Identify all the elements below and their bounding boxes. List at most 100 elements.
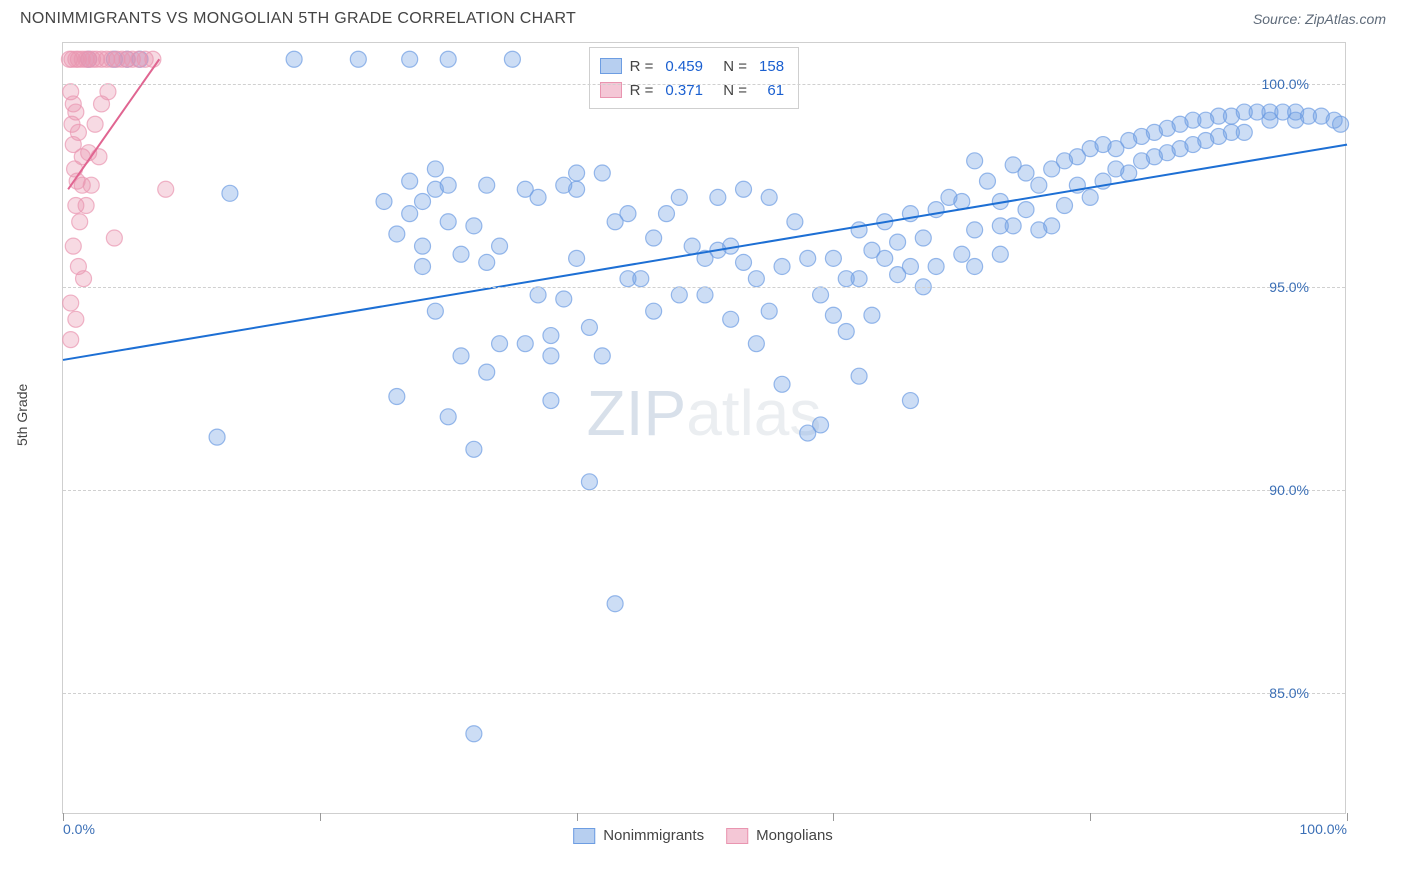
data-point [76,271,92,287]
data-point [209,429,225,445]
data-point [453,348,469,364]
data-point [851,222,867,238]
x-tick [833,813,834,821]
data-point [440,177,456,193]
y-tick-label: 85.0% [1269,685,1309,701]
data-point [100,84,116,100]
data-point [992,246,1008,262]
series-legend: NonimmigrantsMongolians [573,827,833,844]
data-point [222,185,238,201]
gridline [63,490,1345,491]
data-point [620,206,636,222]
data-point [633,271,649,287]
data-point [1031,177,1047,193]
data-point [658,206,674,222]
data-point [517,336,533,352]
data-point [543,393,559,409]
data-point [65,238,81,254]
data-point [967,258,983,274]
data-point [851,271,867,287]
chart-title: NONIMMIGRANTS VS MONGOLIAN 5TH GRADE COR… [20,10,576,28]
y-tick-label: 90.0% [1269,482,1309,498]
data-point [813,417,829,433]
x-tick [577,813,578,821]
source-attribution: Source: ZipAtlas.com [1253,11,1386,27]
x-tick [63,813,64,821]
data-point [286,51,302,67]
data-point [774,376,790,392]
data-point [72,214,88,230]
data-point [928,258,944,274]
data-point [825,307,841,323]
data-point [864,307,880,323]
data-point [350,51,366,67]
legend-swatch [726,828,748,844]
data-point [427,303,443,319]
data-point [106,230,122,246]
y-tick-label: 100.0% [1262,76,1309,92]
data-point [954,246,970,262]
gridline [63,287,1345,288]
data-point [902,393,918,409]
data-point [979,173,995,189]
x-tick [1347,813,1348,821]
data-point [1044,218,1060,234]
data-point [915,230,931,246]
data-point [967,153,983,169]
data-point [543,348,559,364]
data-point [87,116,103,132]
data-point [748,271,764,287]
legend-swatch [600,58,622,74]
data-point [402,206,418,222]
data-point [1018,165,1034,181]
data-point [671,189,687,205]
trend-line [63,145,1347,360]
data-point [594,165,610,181]
data-point [646,230,662,246]
data-point [594,348,610,364]
data-point [402,51,418,67]
data-point [838,323,854,339]
data-point [954,193,970,209]
data-point [800,250,816,266]
x-tick-label: 100.0% [1300,821,1347,837]
data-point [723,311,739,327]
data-point [91,149,107,165]
data-point [581,319,597,335]
data-point [774,258,790,274]
gridline [63,84,1345,85]
data-point [415,258,431,274]
data-point [581,474,597,490]
data-point [389,388,405,404]
data-point [158,181,174,197]
data-point [761,303,777,319]
data-point [376,193,392,209]
legend-item: Nonimmigrants [573,827,704,844]
data-point [466,218,482,234]
data-point [748,336,764,352]
data-point [556,291,572,307]
data-point [569,250,585,266]
data-point [402,173,418,189]
x-tick-label: 0.0% [63,821,95,837]
gridline [63,693,1345,694]
data-point [440,214,456,230]
data-point [569,165,585,181]
data-point [710,189,726,205]
data-point [479,364,495,380]
chart-container: 5th Grade ZIPatlas R =0.459 N =158R =0.3… [20,42,1386,850]
data-point [389,226,405,242]
data-point [1333,116,1349,132]
data-point [1082,189,1098,205]
data-point [78,198,94,214]
data-point [851,368,867,384]
data-point [543,328,559,344]
data-point [530,189,546,205]
y-axis-label: 5th Grade [14,384,30,446]
data-point [492,336,508,352]
data-point [813,287,829,303]
data-point [967,222,983,238]
data-point [440,409,456,425]
data-point [569,181,585,197]
x-tick [320,813,321,821]
